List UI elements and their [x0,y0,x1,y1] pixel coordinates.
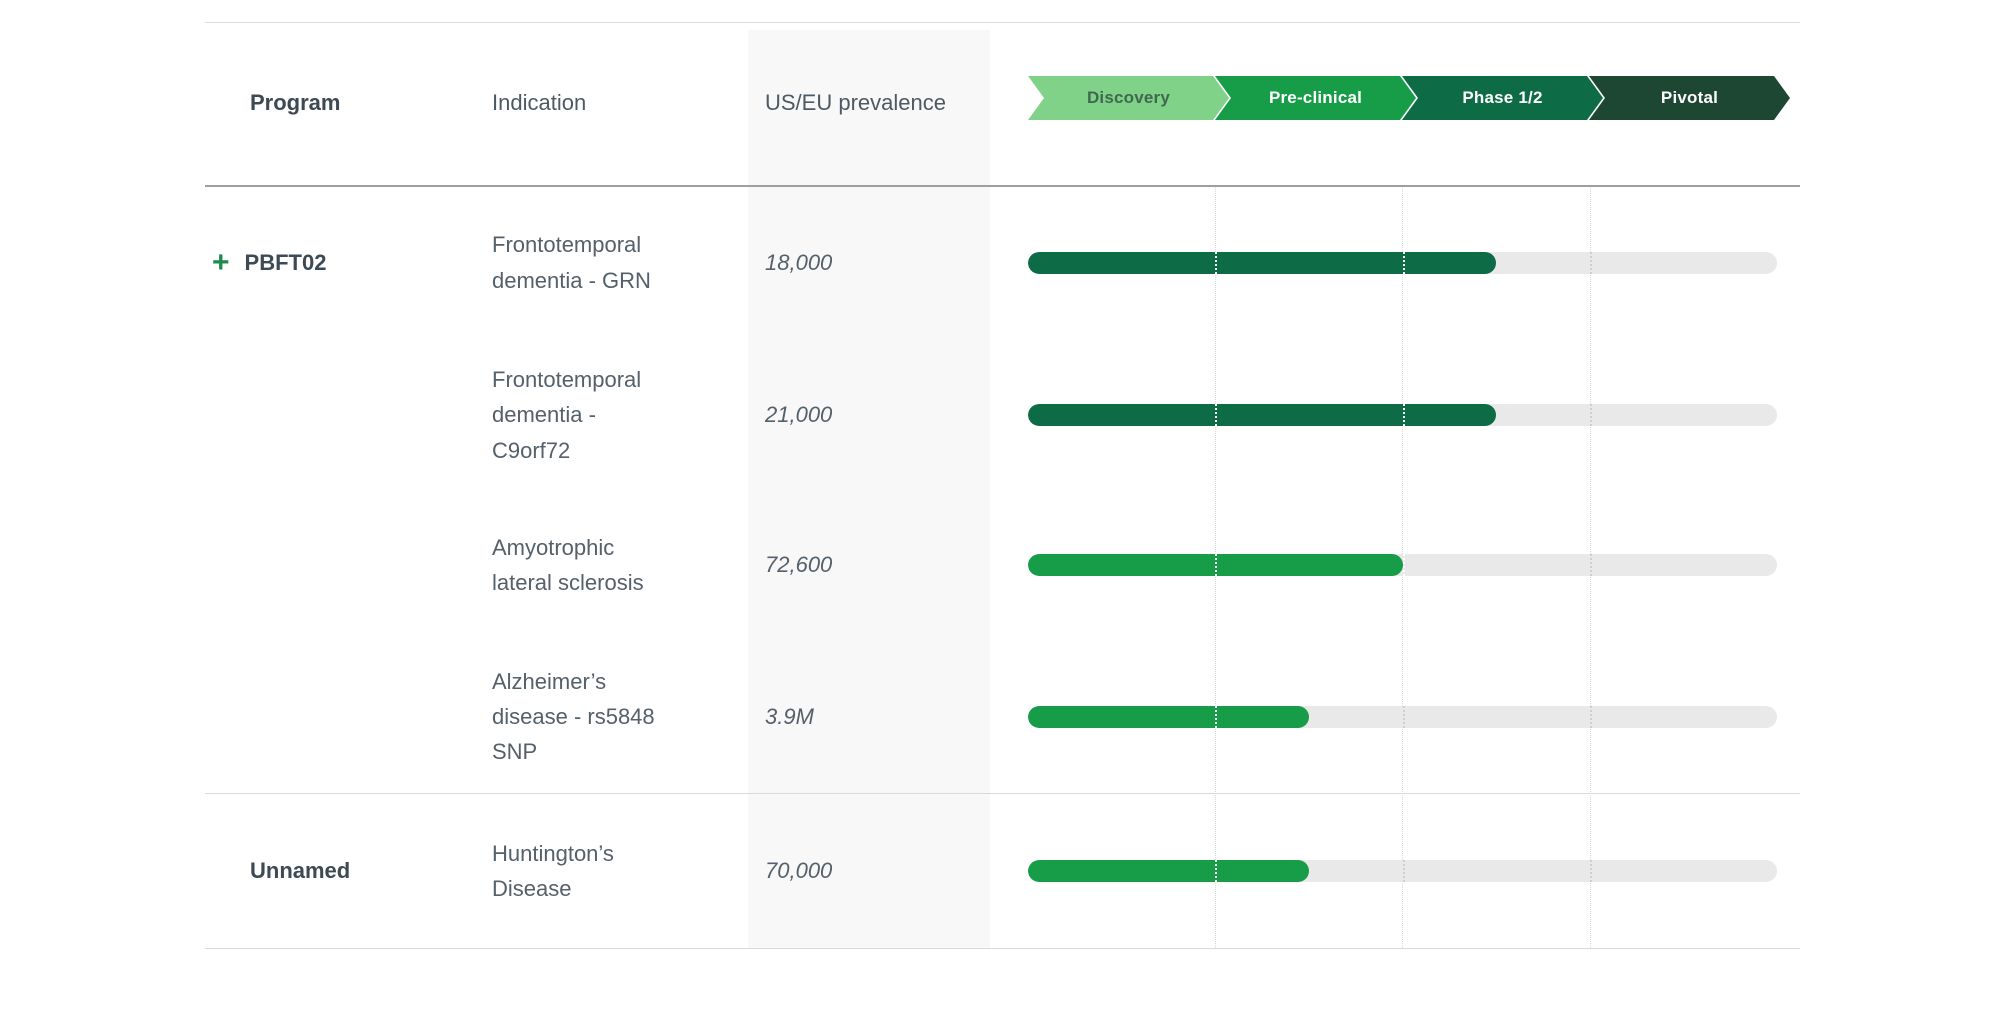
phase-label: Discovery [1086,88,1171,107]
program-name: PBFT02 [244,249,327,275]
phase-boundary-marker [1402,554,1405,576]
progress-bar [1028,554,1777,576]
table-row: + PBFT02 Frontotemporal dementia - GRN 1… [205,185,1800,340]
progress-cell [1028,185,1790,340]
program-cell: + PBFT02 [212,185,482,340]
prevalence-value: 70,000 [765,858,833,883]
progress-cell [1028,490,1790,640]
phase-label: Pivotal [1660,88,1719,107]
phase-boundary-marker [1589,554,1592,576]
header-divider [205,185,1800,187]
phase-boundary-marker [1589,705,1592,728]
phase-boundary-marker [1402,404,1405,426]
prevalence-value: 72,600 [765,552,833,577]
phase-boundary-marker [1402,705,1405,728]
table-row: Unnamed Huntington’s Disease 70,000 [205,794,1800,948]
indication-cell: Frontotemporal dementia - GRN [492,185,674,340]
program-name: Unnamed [250,858,351,883]
program-cell: Unnamed [250,794,520,948]
indication-cell: Amyotrophic lateral sclerosis [492,490,674,640]
prevalence-value: 21,000 [765,402,833,427]
prevalence-value: 3.9M [765,703,814,729]
prevalence-value: 18,000 [765,249,833,275]
indication-cell: Alzheimer’s disease - rs5848 SNP [492,640,674,793]
progress-bar [1028,705,1777,728]
prevalence-cell: 72,600 [765,490,945,640]
phase-boundary-marker [1215,860,1218,882]
phase-chevron-pivotal: Pivotal [1589,76,1790,120]
prevalence-cell: 70,000 [765,794,945,948]
top-divider [205,22,1800,23]
progress-cell [1028,640,1790,793]
table-row: Frontotemporal dementia - C9orf72 21,000 [205,340,1800,490]
progress-cell [1028,340,1790,490]
phase-boundary-marker [1402,860,1405,882]
column-header-indication: Indication [492,90,587,115]
progress-fill [1028,860,1309,882]
phase-boundary-marker [1402,251,1405,274]
expand-plus-icon[interactable]: + [212,245,230,279]
progress-bar [1028,251,1777,274]
progress-fill [1028,404,1497,426]
phase-label: Phase 1/2 [1462,88,1543,107]
progress-cell [1028,794,1790,948]
progress-fill [1028,251,1497,274]
phase-boundary-marker [1589,251,1592,274]
progress-bar [1028,860,1777,882]
prevalence-column-background [748,30,990,948]
pipeline-table: Program Indication US/EU prevalence Disc… [205,22,1800,982]
prevalence-cell: 18,000 [765,185,945,340]
phase-chevron-discovery: Discovery [1028,76,1229,120]
phase-label: Pre-clinical [1268,88,1363,107]
phase-boundary-marker [1215,705,1218,728]
bottom-divider [205,948,1800,949]
progress-bar [1028,404,1777,426]
phase-legend: Discovery Pre-clinical Phase 1/2 Pivotal [1028,76,1790,120]
indication-cell: Huntington’s Disease [492,794,674,948]
phase-boundary-marker [1589,404,1592,426]
phase-boundary-marker [1215,251,1218,274]
indication-text: Alzheimer’s disease - rs5848 SNP [492,668,655,765]
column-header-program: Program [250,90,341,115]
group-divider [205,793,1800,794]
indication-text: Huntington’s Disease [492,840,614,901]
indication-text: Amyotrophic lateral sclerosis [492,534,644,595]
indication-cell: Frontotemporal dementia - C9orf72 [492,340,674,490]
prevalence-cell: 3.9M [765,640,945,793]
phase-boundary-marker [1215,404,1218,426]
table-row: Amyotrophic lateral sclerosis 72,600 [205,490,1800,640]
prevalence-cell: 21,000 [765,340,945,490]
phase-chevron-phase12: Phase 1/2 [1402,76,1603,120]
column-header-prevalence: US/EU prevalence [765,90,946,115]
indication-text: Frontotemporal dementia - C9orf72 [492,367,642,463]
table-row: Alzheimer’s disease - rs5848 SNP 3.9M [205,640,1800,793]
phase-boundary-marker [1215,554,1218,576]
progress-fill [1028,705,1309,728]
indication-text: Frontotemporal dementia - GRN [492,232,651,293]
phase-boundary-marker [1589,860,1592,882]
phase-chevron-preclinical: Pre-clinical [1215,76,1416,120]
